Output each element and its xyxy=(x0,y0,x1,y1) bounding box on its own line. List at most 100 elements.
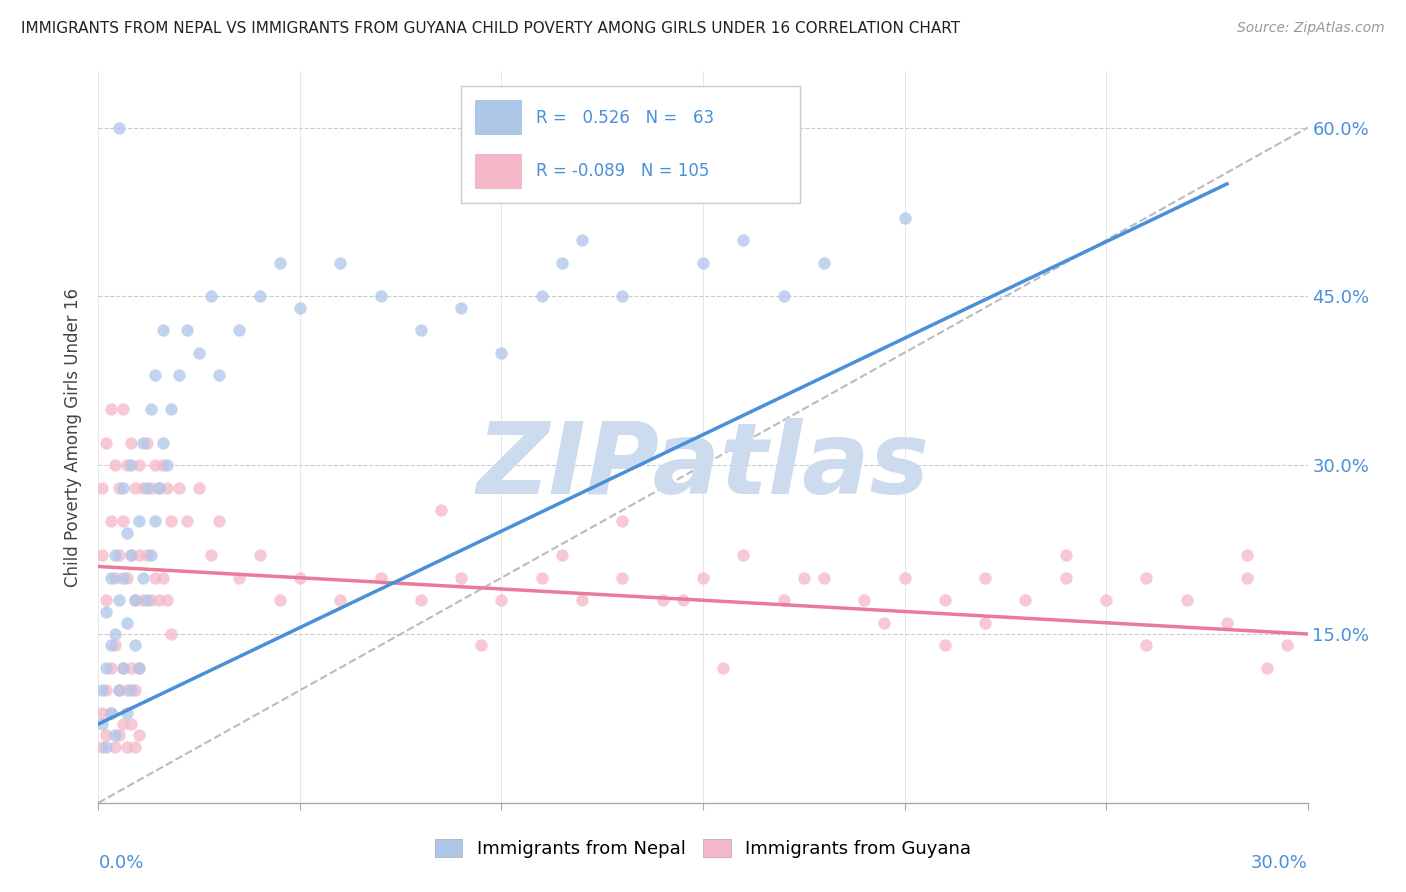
Point xyxy=(139,593,162,607)
Point xyxy=(143,571,166,585)
Text: 0.0%: 0.0% xyxy=(98,854,143,872)
Point xyxy=(128,728,150,742)
Point xyxy=(96,605,118,619)
Point xyxy=(96,661,118,675)
Point xyxy=(100,706,122,720)
Point xyxy=(107,481,129,495)
Point xyxy=(156,458,179,473)
Point xyxy=(160,627,183,641)
Point xyxy=(128,548,150,562)
Legend: Immigrants from Nepal, Immigrants from Guyana: Immigrants from Nepal, Immigrants from G… xyxy=(426,830,980,867)
Point xyxy=(156,593,179,607)
Point xyxy=(91,717,114,731)
Point xyxy=(107,548,129,562)
Point xyxy=(120,661,142,675)
Point xyxy=(115,739,138,754)
Point xyxy=(370,571,392,585)
Point xyxy=(692,255,714,269)
Point xyxy=(571,233,593,247)
Point xyxy=(551,255,574,269)
Point xyxy=(491,345,513,359)
Point xyxy=(1095,593,1118,607)
Point xyxy=(120,435,142,450)
Point xyxy=(152,571,174,585)
Point xyxy=(167,368,190,383)
Point xyxy=(1216,615,1239,630)
Point xyxy=(103,638,125,652)
Point xyxy=(91,739,114,754)
Point xyxy=(128,515,150,529)
Point xyxy=(1236,548,1258,562)
Point xyxy=(491,593,513,607)
Text: Source: ZipAtlas.com: Source: ZipAtlas.com xyxy=(1237,21,1385,35)
Point xyxy=(143,458,166,473)
Point xyxy=(139,548,162,562)
Point xyxy=(103,458,125,473)
Point xyxy=(91,481,114,495)
Point xyxy=(249,289,271,303)
Point xyxy=(470,638,492,652)
Point xyxy=(853,593,876,607)
Point xyxy=(152,458,174,473)
Point xyxy=(974,571,997,585)
Point xyxy=(176,515,198,529)
Point xyxy=(103,627,125,641)
Point xyxy=(91,683,114,698)
Point xyxy=(132,435,155,450)
Point xyxy=(1175,593,1198,607)
Point xyxy=(132,593,155,607)
Point xyxy=(143,368,166,383)
Point xyxy=(120,458,142,473)
Text: IMMIGRANTS FROM NEPAL VS IMMIGRANTS FROM GUYANA CHILD POVERTY AMONG GIRLS UNDER : IMMIGRANTS FROM NEPAL VS IMMIGRANTS FROM… xyxy=(21,21,960,36)
Point xyxy=(107,593,129,607)
Point xyxy=(167,481,190,495)
Point xyxy=(612,515,634,529)
Point xyxy=(148,481,170,495)
Point xyxy=(128,458,150,473)
Point xyxy=(733,548,755,562)
Point xyxy=(124,593,146,607)
Point xyxy=(188,345,211,359)
Point xyxy=(115,571,138,585)
Point xyxy=(269,255,291,269)
Point xyxy=(143,515,166,529)
Point xyxy=(96,435,118,450)
Point xyxy=(115,615,138,630)
Point xyxy=(152,323,174,337)
Point xyxy=(103,728,125,742)
Point xyxy=(200,289,222,303)
Point xyxy=(124,638,146,652)
Point xyxy=(733,233,755,247)
Point xyxy=(208,368,231,383)
Point xyxy=(128,661,150,675)
Text: 30.0%: 30.0% xyxy=(1251,854,1308,872)
Point xyxy=(120,548,142,562)
Point xyxy=(152,435,174,450)
Point xyxy=(100,638,122,652)
Point xyxy=(409,323,432,337)
Point xyxy=(100,661,122,675)
Point xyxy=(409,593,432,607)
Point xyxy=(96,593,118,607)
Point xyxy=(103,571,125,585)
Point xyxy=(772,593,794,607)
Point xyxy=(124,481,146,495)
Point xyxy=(111,661,134,675)
Point xyxy=(120,717,142,731)
Point xyxy=(571,593,593,607)
Point xyxy=(249,548,271,562)
Point xyxy=(135,481,157,495)
Point xyxy=(100,401,122,416)
Point xyxy=(107,683,129,698)
Point xyxy=(115,458,138,473)
Point xyxy=(1014,593,1036,607)
Point xyxy=(96,728,118,742)
Text: ZIPatlas: ZIPatlas xyxy=(477,417,929,515)
Point xyxy=(370,289,392,303)
Point xyxy=(111,661,134,675)
Point xyxy=(120,548,142,562)
Point xyxy=(329,593,352,607)
Point xyxy=(711,661,734,675)
Point xyxy=(692,571,714,585)
Point xyxy=(551,548,574,562)
